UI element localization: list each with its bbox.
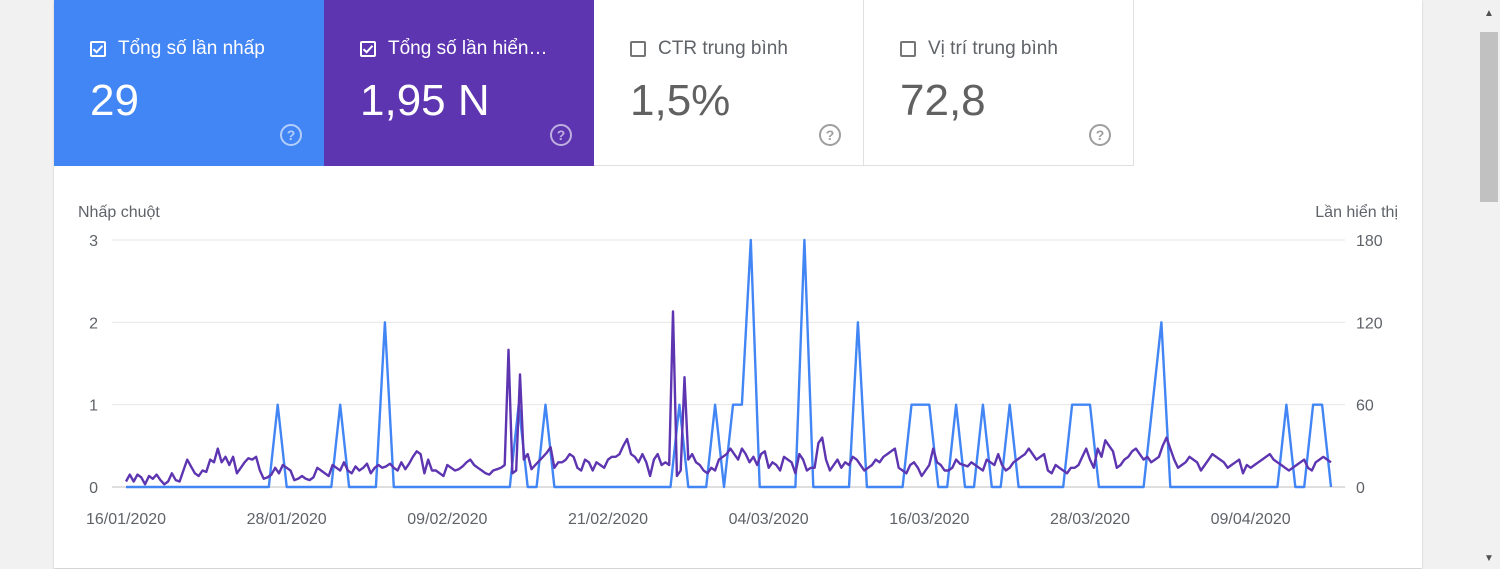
- scrollbar-thumb[interactable]: [1480, 32, 1498, 202]
- right-tick-label: 0: [1356, 480, 1365, 497]
- x-tick-label: 09/02/2020: [407, 511, 487, 528]
- metric-header: Tổng số lần hiển…: [360, 38, 548, 60]
- left-axis-title: Nhấp chuột: [78, 204, 160, 221]
- scroll-up-arrow-icon[interactable]: ▲: [1484, 7, 1494, 19]
- x-tick-label: 16/03/2020: [889, 511, 969, 528]
- metric-checkbox[interactable]: [900, 41, 916, 57]
- right-axis-title: Lần hiển thị: [1315, 204, 1398, 221]
- metric-checkbox[interactable]: [360, 41, 376, 57]
- metric-header: Tổng số lần nhấp: [90, 38, 265, 60]
- x-tick-label: 04/03/2020: [729, 511, 809, 528]
- checkmark-icon: [362, 45, 374, 54]
- help-icon[interactable]: ?: [280, 124, 302, 146]
- x-tick-label: 16/01/2020: [86, 511, 166, 528]
- vertical-scrollbar[interactable]: ▲ ▼: [1478, 0, 1500, 569]
- help-icon[interactable]: ?: [550, 124, 572, 146]
- metric-checkbox[interactable]: [90, 41, 106, 57]
- x-tick-label: 09/04/2020: [1211, 511, 1291, 528]
- x-tick-label: 28/01/2020: [247, 511, 327, 528]
- metric-tab-4[interactable]: Vị trí trung bình 72,8?: [864, 0, 1134, 166]
- left-tick-label: 3: [89, 233, 98, 250]
- metric-value: 1,5%: [630, 76, 731, 125]
- metric-tab-1[interactable]: Tổng số lần nhấp 29?: [54, 0, 324, 166]
- performance-card: Tổng số lần nhấp 29? Tổng số lần hiển… 1,95…: [54, 0, 1422, 568]
- help-icon[interactable]: ?: [1089, 124, 1111, 146]
- metric-tab-2[interactable]: Tổng số lần hiển… 1,95 N?: [324, 0, 594, 166]
- metric-header: CTR trung bình: [630, 38, 788, 60]
- left-tick-label: 0: [89, 480, 98, 497]
- left-tick-label: 1: [89, 398, 98, 415]
- right-tick-label: 180: [1356, 233, 1383, 250]
- metric-value: 29: [90, 76, 139, 125]
- x-tick-label: 21/02/2020: [568, 511, 648, 528]
- series-line-1: [126, 238, 1333, 489]
- help-icon[interactable]: ?: [819, 124, 841, 146]
- series-line-2: [124, 310, 1332, 486]
- checkmark-icon: [92, 45, 104, 54]
- x-tick-label: 28/03/2020: [1050, 511, 1130, 528]
- right-tick-label: 60: [1356, 398, 1374, 415]
- metric-tab-3[interactable]: CTR trung bình 1,5%?: [594, 0, 864, 166]
- metric-header: Vị trí trung bình: [900, 38, 1058, 60]
- right-tick-label: 120: [1356, 315, 1383, 332]
- left-tick-label: 2: [89, 315, 98, 332]
- metric-value: 72,8: [900, 76, 986, 125]
- metric-checkbox[interactable]: [630, 41, 646, 57]
- metric-value: 1,95 N: [360, 76, 490, 125]
- scroll-down-arrow-icon[interactable]: ▼: [1484, 552, 1494, 564]
